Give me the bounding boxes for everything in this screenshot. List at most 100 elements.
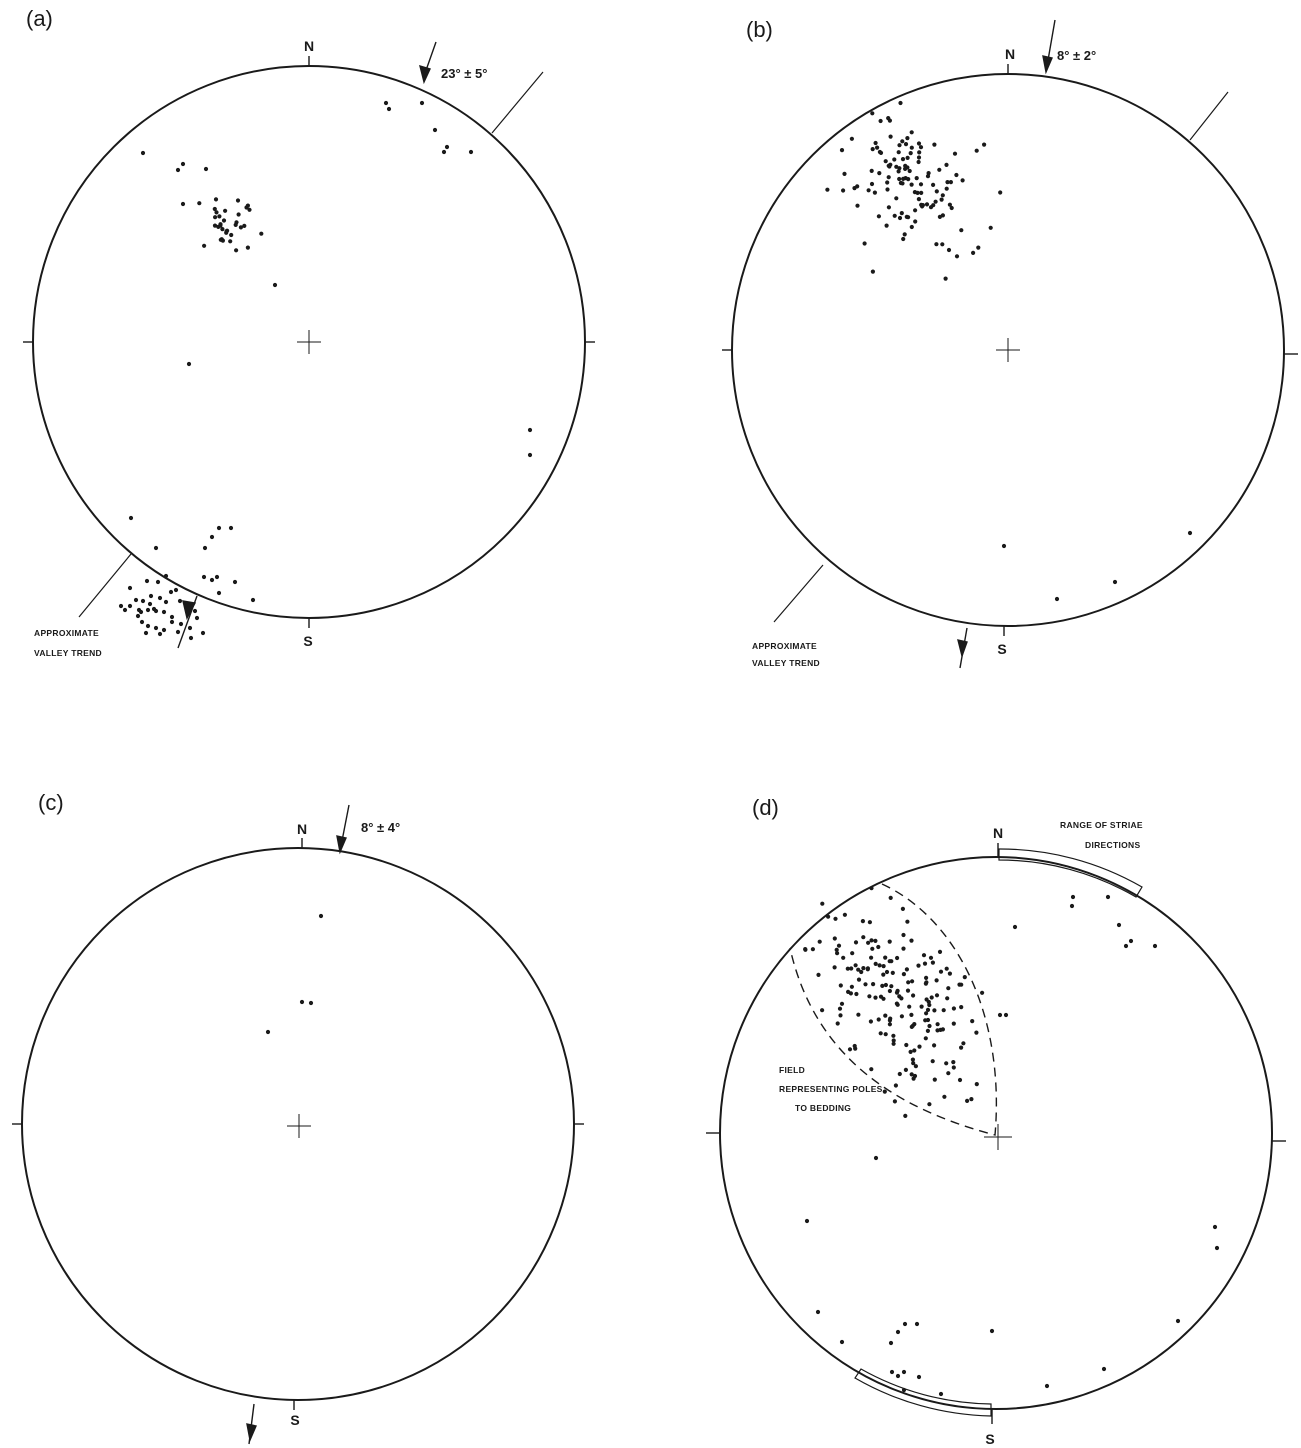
panel-b-point — [870, 269, 876, 274]
panel-d-point — [850, 951, 855, 956]
panel-d-range-label-2: DIRECTIONS — [1085, 840, 1140, 850]
panel-d-point — [925, 1028, 931, 1033]
panel-b-point — [916, 159, 921, 165]
panel-b-point — [931, 182, 936, 187]
panel-d-point — [1128, 938, 1134, 944]
panel-d-point — [856, 967, 861, 972]
panel-d-point — [940, 1027, 946, 1032]
panel-b-point — [928, 205, 934, 210]
panel-b-point — [909, 224, 914, 230]
panel-a-angle-label: 23° ± 5° — [441, 66, 487, 81]
panel-b-point — [901, 236, 906, 242]
panel-a-point — [244, 205, 249, 210]
panel-b-point — [909, 130, 914, 135]
panel-d-point — [951, 1060, 956, 1065]
panel-b-point — [974, 148, 979, 153]
panel-b-point — [916, 197, 922, 202]
panel-d-point — [1116, 922, 1122, 928]
panel-d-point — [937, 949, 943, 955]
panel-a-point — [213, 215, 218, 220]
panel-a-point — [250, 597, 256, 603]
panel-a-point — [432, 127, 438, 133]
panel-d-point — [856, 977, 862, 982]
panel-d-point — [873, 938, 878, 944]
panel-d-point — [891, 1033, 896, 1038]
panel-a-label: (a) — [26, 6, 53, 31]
panel-b-point — [898, 180, 904, 186]
panel-a-valley-label-1: APPROXIMATE — [34, 628, 99, 638]
panel-b-north-label: N — [1005, 46, 1015, 62]
panel-c-point — [144, 578, 150, 584]
panel-d-point — [909, 1072, 914, 1077]
panel-d-point — [913, 1064, 919, 1069]
panel-c-point — [127, 585, 133, 591]
panel-b-point — [906, 177, 911, 182]
panel-b-point — [855, 203, 860, 208]
panel-a-ticks — [23, 56, 595, 628]
panel-a-point — [527, 452, 533, 458]
panel-c-point — [200, 630, 206, 636]
panel-a-point — [212, 223, 218, 228]
panel-a-valley-label-2: VALLEY TREND — [34, 648, 102, 658]
panel-b-point — [903, 166, 908, 171]
panel-b-point — [945, 180, 950, 185]
panel-b-point — [917, 150, 922, 155]
panel-b-point — [908, 151, 913, 156]
panel-a-point — [202, 243, 207, 248]
panel-d-point — [969, 1097, 974, 1102]
panel-d-point — [934, 978, 939, 983]
panel-d-point — [951, 1065, 956, 1070]
panel-d-point — [924, 975, 929, 981]
panel-d-point — [880, 983, 885, 989]
panel-d-point — [810, 947, 816, 952]
panel-d-center-cross — [984, 1124, 1012, 1150]
panel-b-point — [900, 139, 905, 144]
panel-b-point — [944, 162, 949, 167]
panel-d-ticks — [706, 843, 1286, 1424]
panel-b-point — [940, 193, 945, 198]
panel-b-point — [897, 176, 902, 182]
panel-b-point — [976, 245, 981, 250]
panel-c-point — [161, 609, 167, 615]
panel-d-point — [909, 1012, 914, 1018]
panel-a-point — [153, 545, 159, 551]
panel-b-point — [933, 199, 938, 204]
panel-d-point — [869, 1067, 874, 1072]
panel-c-point — [188, 635, 194, 641]
panel-b-valley-label-2: VALLEY TREND — [752, 658, 820, 668]
panel-b-point — [877, 171, 882, 176]
panel-d-bedding-field-outline — [789, 883, 998, 1136]
panel-a-point — [247, 207, 252, 212]
panel-d-point — [876, 944, 881, 950]
panel-d-point — [870, 946, 875, 951]
panel-d-point — [892, 1099, 898, 1104]
panel-d-point — [863, 982, 868, 987]
panel-d-point — [910, 1057, 916, 1062]
panel-b-center-cross — [996, 338, 1020, 362]
panel-a-striae-arrow — [177, 41, 437, 649]
panel-c-data-points — [118, 573, 324, 1035]
panel-c-point — [145, 607, 151, 613]
panel-d-point — [891, 1038, 896, 1043]
panel-d-point — [944, 1061, 949, 1066]
panel-c-point — [133, 597, 139, 603]
panel-a-point — [386, 106, 392, 112]
panel-d-point — [899, 1014, 905, 1019]
panel-d-point — [909, 1024, 914, 1029]
panel-b-point — [886, 205, 892, 210]
panel-d-point — [1214, 1245, 1220, 1251]
panel-d-range-label-1: RANGE OF STRIAE — [1060, 820, 1143, 830]
panel-b-point — [886, 175, 891, 180]
panel-b-point — [896, 150, 901, 155]
panel-d-point — [895, 955, 900, 961]
panel-d-point — [833, 916, 838, 921]
panel-d-point — [835, 951, 840, 956]
panel-d-point — [895, 1329, 901, 1335]
panel-a-point — [259, 231, 264, 236]
panel-c-point — [161, 627, 167, 633]
panel-c-point — [153, 625, 159, 631]
panel-d-point — [959, 1005, 964, 1010]
panel-a-point — [245, 245, 250, 250]
panel-b-point — [1187, 530, 1193, 536]
panel-d-point — [906, 980, 911, 985]
